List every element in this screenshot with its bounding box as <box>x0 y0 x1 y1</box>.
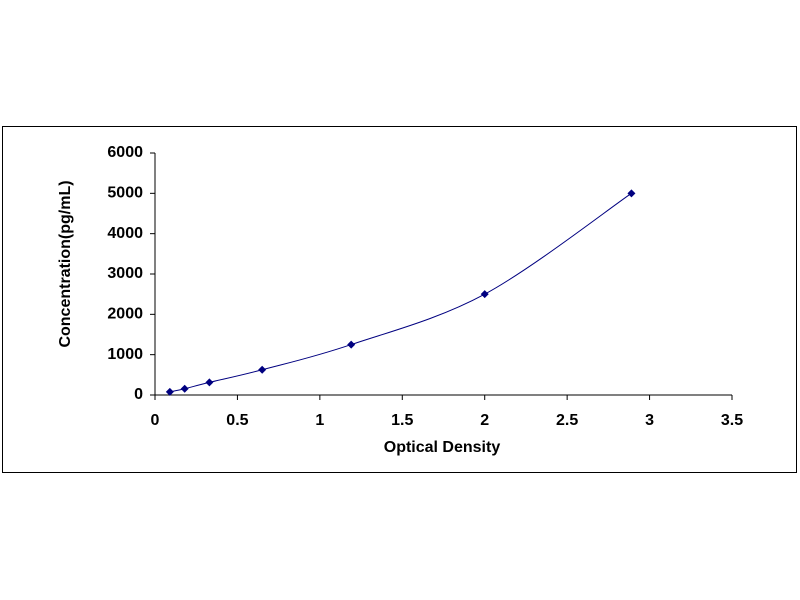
y-tick-label: 3000 <box>107 265 143 282</box>
x-tick-label: 2.5 <box>556 412 578 429</box>
data-point <box>205 378 214 387</box>
y-tick-label: 0 <box>134 386 143 403</box>
y-tick-label: 4000 <box>107 225 143 242</box>
data-point <box>480 290 489 299</box>
data-point <box>180 384 189 393</box>
y-tick-label: 1000 <box>107 346 143 363</box>
y-tick-label: 2000 <box>107 306 143 323</box>
x-tick-label: 2 <box>480 412 489 429</box>
x-tick-label: 0.5 <box>226 412 248 429</box>
x-tick-label: 1.5 <box>391 412 413 429</box>
y-axis-label: Concentration(pg/mL) <box>57 180 74 347</box>
x-axis-label: Optical Density <box>384 439 501 456</box>
data-point <box>165 387 174 396</box>
x-tick-label: 1 <box>315 412 324 429</box>
x-tick-label: 3 <box>645 412 654 429</box>
y-tick-label: 5000 <box>107 185 143 202</box>
chart-frame <box>2 126 797 473</box>
x-tick-label: 3.5 <box>721 412 743 429</box>
x-tick-label: 0 <box>151 412 160 429</box>
y-tick-label: 6000 <box>107 144 143 161</box>
data-point <box>258 365 267 374</box>
data-point <box>347 340 356 349</box>
data-point <box>627 189 636 198</box>
